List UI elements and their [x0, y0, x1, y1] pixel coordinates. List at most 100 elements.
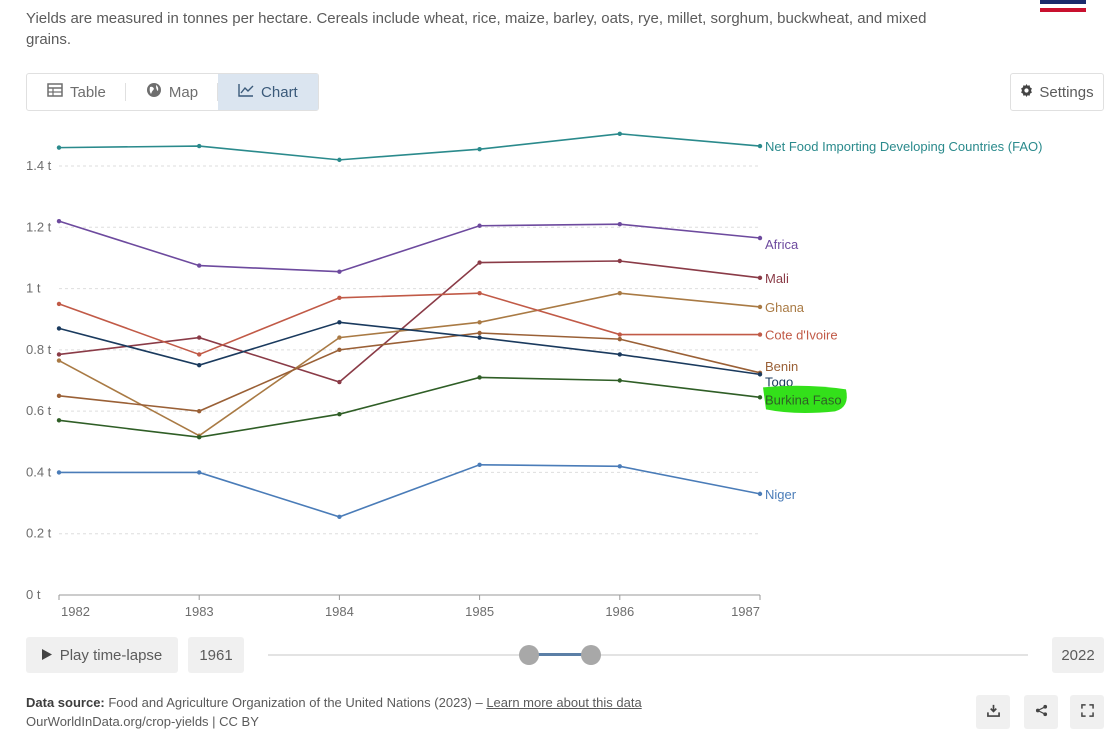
data-point [337, 335, 342, 340]
data-point [757, 395, 763, 400]
data-point [337, 269, 342, 274]
data-point [477, 375, 482, 380]
data-point [56, 326, 62, 331]
timeline-controls: Play time-lapse 1961 2022 [26, 637, 1104, 675]
data-point [56, 218, 62, 224]
tab-table[interactable]: Table [27, 74, 126, 110]
start-year-box[interactable]: 1961 [188, 637, 244, 673]
x-tick-label: 1983 [185, 604, 214, 619]
series-label: Niger [765, 487, 797, 502]
data-point [617, 290, 622, 296]
play-timelapse-button[interactable]: Play time-lapse [26, 637, 178, 673]
learn-more-link[interactable]: Learn more about this data [486, 695, 642, 710]
data-point [197, 470, 202, 475]
x-tick-label: 1987 [731, 604, 760, 619]
data-source-line: Data source: Food and Agriculture Organi… [26, 693, 642, 712]
timeline-end-handle[interactable] [581, 645, 601, 665]
view-tabs: Table Map Chart [26, 73, 319, 111]
subtitle: Yields are measured in tonnes per hectar… [26, 10, 927, 48]
gear-icon [1020, 83, 1033, 101]
end-year-box[interactable]: 2022 [1052, 637, 1104, 673]
share-button[interactable] [1024, 695, 1058, 729]
data-point [477, 146, 482, 152]
play-label: Play time-lapse [59, 646, 163, 664]
data-point [197, 408, 202, 414]
series-label: Mali [765, 271, 789, 286]
download-icon [986, 704, 1000, 720]
url-line[interactable]: OurWorldInData.org/crop-yields | CC BY [26, 714, 259, 729]
data-point [197, 263, 202, 268]
tab-map[interactable]: Map [126, 74, 219, 110]
data-point [197, 352, 202, 357]
fullscreen-button[interactable] [1070, 695, 1104, 729]
y-tick-label: 1 t [26, 281, 41, 296]
y-tick-label: 0.6 t [26, 403, 52, 418]
data-point [477, 320, 482, 325]
x-tick-label: 1986 [605, 604, 634, 619]
data-point [477, 335, 482, 340]
tab-map-label: Map [168, 83, 199, 101]
data-point [757, 332, 763, 337]
series-line [59, 463, 761, 518]
series-line [58, 220, 761, 273]
data-point [337, 320, 342, 325]
data-point [757, 304, 763, 310]
series-line [58, 260, 761, 383]
series-label: Burkina Faso [765, 392, 842, 407]
data-source-text: Food and Agriculture Organization of the… [104, 695, 487, 710]
data-point [617, 258, 622, 264]
timeline-selected-range [529, 653, 591, 656]
timeline-start-handle[interactable] [519, 645, 539, 665]
y-tick-label: 0.2 t [26, 526, 52, 541]
data-point [337, 379, 342, 385]
tab-chart-label: Chart [261, 83, 298, 101]
y-tick-label: 0.4 t [26, 464, 52, 479]
globe-icon [146, 82, 162, 102]
table-icon [47, 83, 63, 101]
data-point [477, 260, 482, 265]
data-point [757, 235, 763, 241]
data-point [617, 336, 622, 342]
tab-table-label: Table [70, 83, 106, 101]
data-point [56, 145, 62, 150]
data-point [56, 358, 62, 363]
data-point [337, 514, 342, 520]
data-point [477, 223, 482, 228]
data-point [477, 462, 482, 467]
series-label: Africa [765, 237, 799, 252]
y-tick-label: 1.4 t [26, 158, 52, 173]
data-point [56, 352, 62, 357]
series-label: Togo [765, 374, 793, 389]
share-icon [1035, 704, 1048, 720]
x-tick-label: 1984 [325, 604, 354, 619]
data-point [337, 412, 342, 417]
tab-chart[interactable]: Chart [218, 74, 318, 110]
data-point [197, 143, 202, 149]
settings-button[interactable]: Settings [1010, 73, 1104, 111]
data-point [617, 131, 622, 137]
data-point [197, 335, 202, 340]
data-source-label: Data source: [26, 695, 105, 710]
series-line [58, 321, 761, 376]
data-point [757, 491, 763, 497]
data-point [477, 330, 482, 336]
line-chart: 0 t 0.2 t 0.4 t 0.6 t 0.8 t 1 t 1.2 t 1.4 t 1982… [26, 131, 1042, 619]
data-point [56, 418, 62, 423]
data-point [477, 290, 482, 296]
timeline-track[interactable] [268, 654, 1028, 656]
y-tick-label: 0 t [26, 587, 41, 602]
fullscreen-icon [1080, 704, 1094, 720]
series-label: Cote d'Ivoire [765, 328, 838, 343]
series-label: Net Food Importing Developing Countries … [765, 139, 1042, 154]
series-line [58, 292, 761, 437]
series-line [58, 133, 761, 161]
series-line [58, 292, 760, 356]
y-tick-label: 1.2 t [26, 219, 52, 234]
data-point [337, 295, 342, 300]
data-point [757, 143, 763, 149]
y-tick-label: 0.8 t [26, 342, 52, 357]
series-line [58, 376, 761, 438]
data-point [617, 378, 622, 383]
data-point [337, 347, 342, 353]
download-button[interactable] [976, 695, 1010, 729]
